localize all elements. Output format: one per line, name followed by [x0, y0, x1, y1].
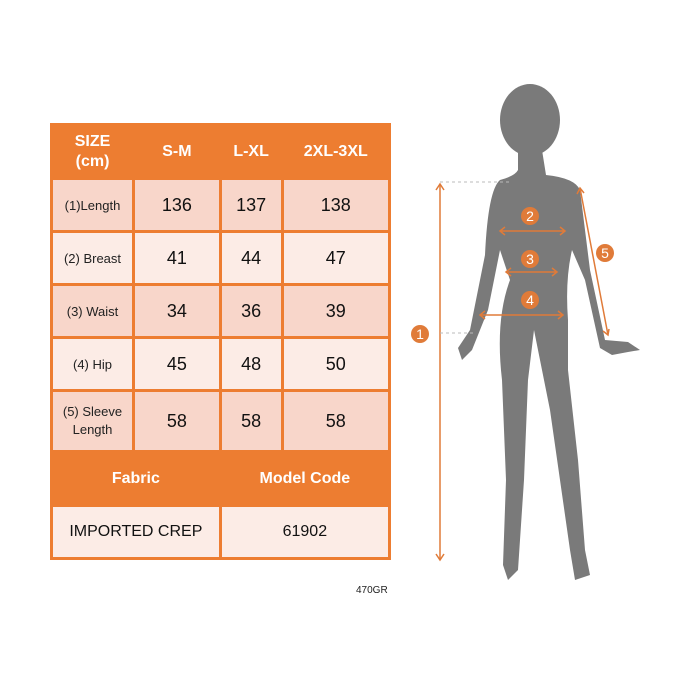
model-code-value: 61902 — [218, 504, 392, 560]
measurement-markers: 1 2 3 4 5 — [411, 207, 614, 343]
marker-2 — [521, 207, 539, 225]
row-label: (2) Breast — [50, 230, 135, 286]
table-row: (4) Hip 45 48 50 — [50, 336, 392, 392]
size-chart-table: SIZE (cm) S-M L-XL 2XL-3XL (1)Length 136 1… — [50, 123, 392, 560]
table-row: (1)Length 136 137 138 — [50, 177, 392, 233]
cell: 44 — [218, 230, 284, 286]
cell: 58 — [132, 389, 222, 453]
marker-5-label: 5 — [601, 245, 609, 261]
fabric-row: IMPORTED CREP 61902 — [50, 504, 392, 560]
marker-1-label: 1 — [416, 326, 424, 342]
fabric-value: IMPORTED CREP — [50, 504, 222, 560]
cell: 136 — [132, 177, 222, 233]
cell: 34 — [132, 283, 222, 339]
silhouette — [458, 84, 640, 580]
weight-code: 470GR — [356, 585, 388, 596]
row-label: (3) Waist — [50, 283, 135, 339]
cell: 47 — [280, 230, 392, 286]
marker-3 — [521, 250, 539, 268]
marker-3-label: 3 — [526, 251, 534, 267]
marker-5 — [596, 244, 614, 262]
body-measurement-figure: 1 2 3 4 5 — [411, 84, 640, 580]
table-row: (3) Waist 34 36 39 — [50, 283, 392, 339]
size-2xl-3xl-header: 2XL-3XL — [280, 123, 392, 180]
cell: 41 — [132, 230, 222, 286]
fabric-header: Fabric — [50, 450, 222, 507]
cell: 58 — [218, 389, 284, 453]
row-label: (4) Hip — [50, 336, 135, 392]
size-s-m-header: S-M — [132, 123, 222, 180]
marker-2-label: 2 — [526, 208, 534, 224]
cell: 50 — [280, 336, 392, 392]
fabric-header-row: Fabric Model Code — [50, 450, 392, 507]
cell: 137 — [218, 177, 284, 233]
marker-1 — [411, 325, 429, 343]
cell: 138 — [280, 177, 392, 233]
row-label: (5) Sleeve Length — [50, 389, 135, 453]
cell: 58 — [280, 389, 392, 453]
cell: 36 — [218, 283, 284, 339]
table-row: (5) Sleeve Length 58 58 58 — [50, 389, 392, 453]
size-header: SIZE (cm) — [50, 123, 135, 180]
measurement-lines — [435, 181, 610, 562]
model-code-header: Model Code — [218, 450, 392, 507]
marker-4-label: 4 — [526, 292, 534, 308]
header-row: SIZE (cm) S-M L-XL 2XL-3XL — [50, 123, 392, 180]
cell: 45 — [132, 336, 222, 392]
cell: 39 — [280, 283, 392, 339]
marker-4 — [521, 291, 539, 309]
table-row: (2) Breast 41 44 47 — [50, 230, 392, 286]
size-l-xl-header: L-XL — [218, 123, 284, 180]
cell: 48 — [218, 336, 284, 392]
row-label: (1)Length — [50, 177, 135, 233]
